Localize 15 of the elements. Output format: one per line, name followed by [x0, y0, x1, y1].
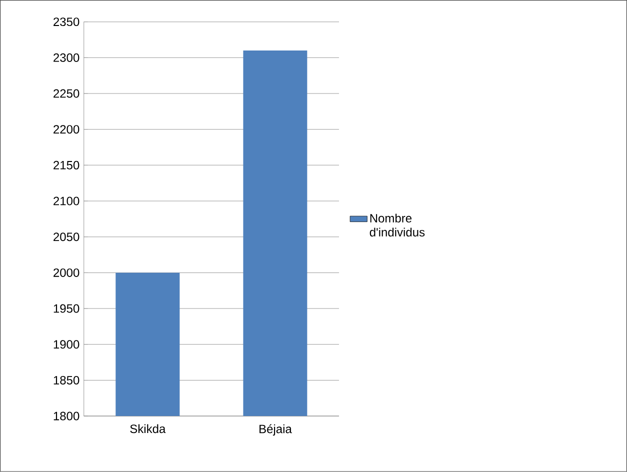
y-tick-label: 2100	[54, 196, 80, 206]
x-tick-label: Skikda	[130, 424, 166, 434]
y-tick-label: 1800	[54, 412, 80, 420]
y-tick-label: 2350	[54, 18, 80, 26]
y-tick-label: 2250	[54, 89, 80, 98]
x-tick-label: Béjaia	[260, 424, 292, 436]
y-tick-label: 2200	[54, 125, 80, 134]
y-tick-label: 2000	[54, 268, 80, 277]
y-tick-label: 1950	[54, 304, 80, 313]
legend-label: Nombre d'individus	[370, 214, 425, 237]
y-tick-label: 2150	[54, 160, 80, 170]
y-tick-label: 2300	[54, 53, 80, 62]
y-tick-label: 1900	[54, 340, 80, 349]
y-tick-label: 1850	[54, 376, 80, 385]
y-tick-label: 2050	[54, 232, 80, 242]
